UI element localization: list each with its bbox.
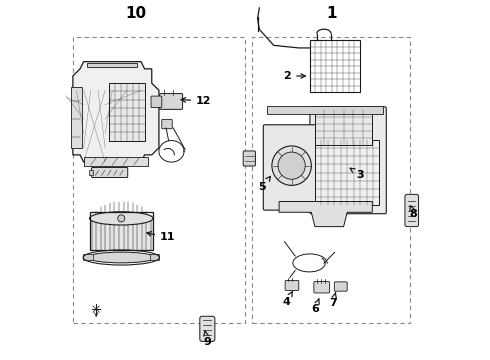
Text: 6: 6 xyxy=(311,299,319,314)
Bar xyxy=(71,87,82,148)
Ellipse shape xyxy=(90,212,153,225)
FancyBboxPatch shape xyxy=(243,151,255,166)
FancyBboxPatch shape xyxy=(310,107,386,214)
Polygon shape xyxy=(279,202,372,226)
Bar xyxy=(267,107,383,114)
FancyBboxPatch shape xyxy=(334,282,347,291)
Circle shape xyxy=(118,215,125,222)
FancyBboxPatch shape xyxy=(160,94,183,109)
FancyBboxPatch shape xyxy=(200,316,215,341)
Bar xyxy=(83,254,93,260)
Bar xyxy=(84,157,148,166)
Text: 12: 12 xyxy=(181,96,212,106)
FancyBboxPatch shape xyxy=(151,96,162,108)
FancyBboxPatch shape xyxy=(92,167,128,177)
Text: 8: 8 xyxy=(410,206,417,219)
FancyBboxPatch shape xyxy=(405,194,418,226)
Bar xyxy=(109,83,145,140)
Circle shape xyxy=(278,152,305,179)
Polygon shape xyxy=(73,62,159,162)
Bar xyxy=(150,254,159,260)
Bar xyxy=(90,212,153,250)
Text: 10: 10 xyxy=(125,6,146,21)
Ellipse shape xyxy=(87,252,155,263)
Text: 1: 1 xyxy=(326,6,336,21)
Bar xyxy=(89,170,93,175)
Text: 5: 5 xyxy=(258,176,270,192)
FancyBboxPatch shape xyxy=(263,125,323,210)
FancyBboxPatch shape xyxy=(285,280,299,291)
Bar xyxy=(90,215,153,250)
Text: 9: 9 xyxy=(203,331,211,347)
Text: 7: 7 xyxy=(329,292,337,308)
Text: 11: 11 xyxy=(147,231,175,242)
Circle shape xyxy=(272,146,311,185)
FancyBboxPatch shape xyxy=(162,120,172,129)
Bar xyxy=(87,63,137,67)
Bar xyxy=(315,110,372,145)
Text: 4: 4 xyxy=(282,292,293,307)
Bar xyxy=(73,37,245,323)
Bar xyxy=(310,40,360,92)
Text: 3: 3 xyxy=(350,168,364,180)
Text: 2: 2 xyxy=(283,71,305,81)
Bar xyxy=(315,140,379,205)
Bar xyxy=(252,37,410,323)
FancyBboxPatch shape xyxy=(314,282,330,293)
